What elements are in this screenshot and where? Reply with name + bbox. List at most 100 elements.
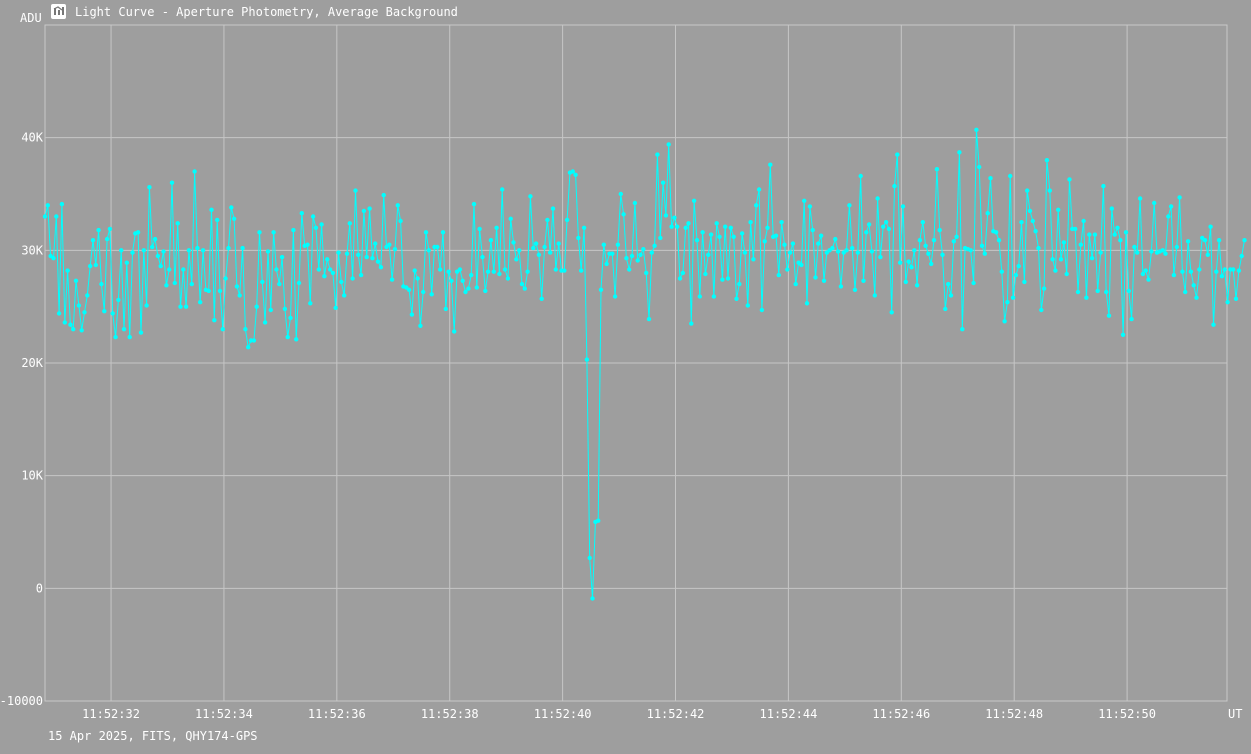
data-point (246, 345, 251, 350)
data-point (356, 252, 361, 257)
data-point (889, 310, 894, 315)
data-point (618, 191, 623, 197)
data-point (1016, 263, 1021, 269)
data-point (785, 267, 790, 272)
x-tick-label: 11:52:46 (872, 707, 930, 721)
data-point (615, 242, 621, 247)
data-point (638, 252, 643, 257)
data-point (440, 230, 446, 235)
data-point (1041, 286, 1047, 291)
data-point (183, 304, 189, 309)
data-point (655, 152, 660, 157)
data-point (474, 285, 479, 290)
data-point (71, 327, 76, 332)
x-tick-label: 11:52:36 (308, 707, 366, 721)
data-point (291, 227, 296, 233)
data-point (446, 269, 451, 274)
data-point (929, 261, 934, 267)
data-point (147, 185, 152, 190)
data-point (872, 293, 877, 298)
data-point (898, 260, 903, 265)
data-point (610, 251, 615, 256)
data-point (700, 230, 705, 235)
data-point (305, 242, 310, 247)
data-point (316, 267, 321, 272)
data-point (198, 300, 203, 305)
data-point (327, 267, 333, 272)
chart-title: Light Curve - Aperture Photometry, Avera… (75, 5, 458, 19)
data-point (488, 238, 494, 243)
data-point (739, 231, 745, 236)
data-point (494, 225, 499, 230)
data-point (1005, 300, 1010, 305)
data-point (892, 183, 897, 189)
data-point (621, 212, 626, 217)
data-point (632, 200, 638, 206)
data-point (708, 232, 714, 237)
data-point (728, 225, 733, 230)
data-point (88, 263, 93, 269)
data-point (358, 272, 364, 278)
data-point (186, 248, 192, 253)
data-point (1126, 288, 1132, 294)
data-point (1242, 238, 1247, 243)
data-point (330, 270, 336, 276)
data-point (751, 257, 756, 262)
data-point (627, 267, 632, 272)
data-point (940, 252, 945, 257)
x-tick-label: 11:52:48 (985, 707, 1043, 721)
data-point (694, 238, 700, 243)
data-point (669, 224, 674, 229)
data-point (666, 142, 671, 147)
data-point (644, 270, 649, 276)
data-point (220, 327, 225, 332)
data-point (1177, 195, 1182, 200)
data-point (1219, 274, 1225, 279)
data-point (392, 247, 398, 252)
data-point (135, 230, 141, 235)
data-point (1168, 204, 1174, 209)
data-point (646, 316, 652, 322)
data-point (116, 297, 121, 303)
data-point (847, 203, 852, 208)
data-point (1050, 257, 1055, 262)
data-point (886, 226, 892, 232)
data-point (279, 254, 285, 260)
data-point (906, 259, 911, 264)
data-point (1073, 226, 1078, 232)
data-point (1191, 283, 1196, 288)
data-point (1081, 218, 1086, 224)
data-point (691, 198, 697, 203)
data-point (1222, 267, 1227, 272)
data-point (76, 303, 82, 308)
data-point (850, 245, 855, 251)
data-point (553, 267, 558, 272)
data-point (350, 276, 355, 281)
y-tick-label: -10000 (0, 694, 43, 708)
data-point (875, 196, 880, 201)
data-point (858, 173, 863, 179)
data-point (1135, 250, 1140, 255)
data-point (130, 250, 135, 255)
data-point (782, 242, 787, 247)
data-point (675, 224, 680, 229)
data-point (51, 256, 56, 261)
data-point (62, 320, 67, 325)
data-point (107, 226, 113, 232)
data-point (1084, 295, 1089, 300)
plot-frame (44, 24, 1228, 702)
data-point (737, 281, 742, 287)
data-point (485, 269, 491, 274)
data-point (1078, 242, 1084, 247)
data-point (1236, 268, 1242, 273)
data-point (1194, 295, 1199, 300)
data-point (500, 187, 505, 192)
data-point (799, 262, 804, 268)
data-point (110, 311, 115, 316)
data-point (985, 211, 990, 216)
data-point (776, 272, 781, 278)
data-point (254, 304, 259, 309)
data-point (389, 277, 395, 282)
data-point (542, 244, 547, 250)
data-point (463, 289, 468, 295)
